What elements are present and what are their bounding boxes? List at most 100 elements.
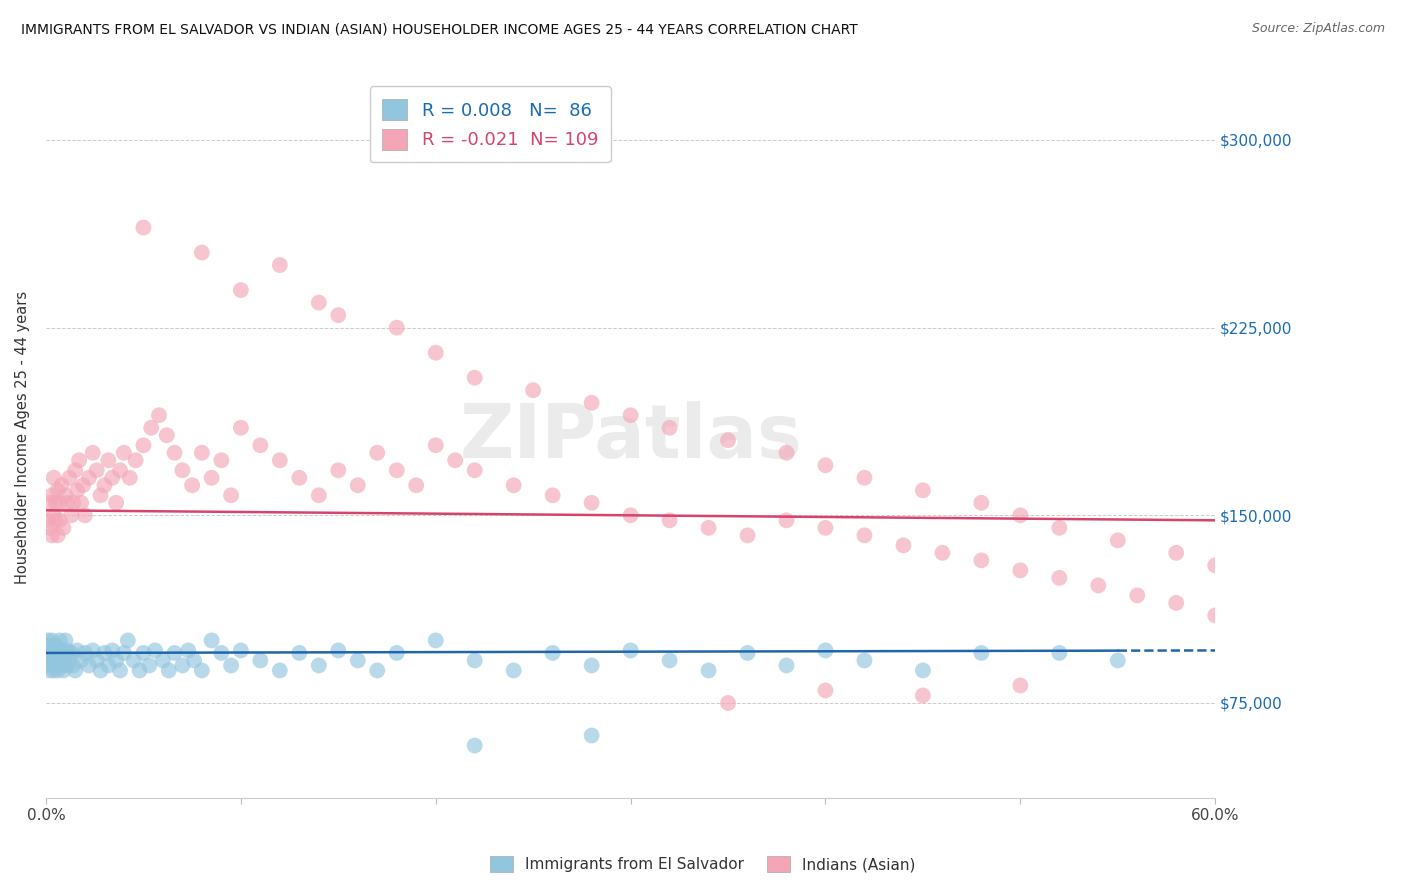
Point — [157, 664, 180, 678]
Point — [191, 245, 214, 260]
Point — [118, 471, 141, 485]
Text: ZIPatlas: ZIPatlas — [460, 401, 801, 475]
Point — [97, 658, 120, 673]
Point — [48, 633, 70, 648]
Point — [201, 471, 224, 485]
Point — [853, 528, 876, 542]
Point — [73, 508, 96, 523]
Point — [308, 488, 330, 502]
Point — [1204, 608, 1226, 623]
Point — [112, 646, 135, 660]
Point — [366, 446, 388, 460]
Point — [177, 643, 200, 657]
Point — [658, 653, 681, 667]
Point — [464, 370, 486, 384]
Point — [249, 438, 271, 452]
Point — [1047, 571, 1070, 585]
Point — [163, 646, 186, 660]
Point — [45, 639, 67, 653]
Point — [41, 658, 63, 673]
Point — [112, 446, 135, 460]
Point — [56, 496, 79, 510]
Point — [90, 664, 112, 678]
Point — [970, 496, 993, 510]
Point — [775, 513, 797, 527]
Point — [814, 683, 837, 698]
Point — [775, 446, 797, 460]
Point — [911, 483, 934, 498]
Point — [124, 453, 146, 467]
Point — [581, 395, 603, 409]
Point — [93, 646, 115, 660]
Point — [346, 478, 368, 492]
Point — [464, 739, 486, 753]
Point — [229, 643, 252, 657]
Point — [522, 383, 544, 397]
Point — [425, 345, 447, 359]
Point — [41, 488, 63, 502]
Point — [56, 658, 79, 673]
Point — [172, 658, 194, 673]
Point — [60, 646, 83, 660]
Point — [97, 453, 120, 467]
Point — [66, 483, 89, 498]
Point — [46, 483, 69, 498]
Point — [328, 463, 350, 477]
Point — [893, 538, 915, 552]
Point — [38, 639, 60, 653]
Point — [48, 646, 70, 660]
Point — [288, 646, 311, 660]
Point — [86, 463, 108, 477]
Point — [697, 664, 720, 678]
Point — [172, 463, 194, 477]
Point — [1010, 678, 1032, 692]
Point — [38, 664, 60, 678]
Point — [48, 513, 70, 527]
Point — [86, 653, 108, 667]
Legend: Immigrants from El Salvador, Indians (Asian): Immigrants from El Salvador, Indians (As… — [482, 848, 924, 880]
Point — [853, 471, 876, 485]
Point — [62, 658, 84, 673]
Point — [405, 478, 427, 492]
Point — [46, 528, 69, 542]
Point — [67, 453, 90, 467]
Point — [52, 521, 75, 535]
Point — [63, 664, 86, 678]
Point — [52, 653, 75, 667]
Point — [90, 488, 112, 502]
Point — [41, 528, 63, 542]
Point — [385, 463, 408, 477]
Point — [1047, 646, 1070, 660]
Point — [1126, 588, 1149, 602]
Point — [38, 496, 60, 510]
Point — [620, 409, 643, 423]
Point — [191, 446, 214, 460]
Point — [970, 553, 993, 567]
Point — [141, 421, 163, 435]
Point — [82, 446, 104, 460]
Point — [1204, 558, 1226, 573]
Text: Source: ZipAtlas.com: Source: ZipAtlas.com — [1251, 22, 1385, 36]
Point — [1166, 596, 1188, 610]
Point — [70, 496, 93, 510]
Point — [55, 646, 77, 660]
Point — [502, 664, 524, 678]
Legend: R = 0.008   N=  86, R = -0.021  N= 109: R = 0.008 N= 86, R = -0.021 N= 109 — [370, 87, 612, 162]
Point — [72, 478, 94, 492]
Point — [138, 658, 160, 673]
Point — [308, 295, 330, 310]
Point — [108, 664, 131, 678]
Point — [93, 478, 115, 492]
Point — [77, 658, 100, 673]
Point — [42, 664, 65, 678]
Point — [183, 653, 205, 667]
Point — [541, 646, 564, 660]
Point — [814, 521, 837, 535]
Point — [82, 643, 104, 657]
Point — [143, 643, 166, 657]
Point — [51, 658, 73, 673]
Point — [1107, 533, 1129, 548]
Point — [41, 646, 63, 660]
Point — [152, 653, 174, 667]
Point — [51, 643, 73, 657]
